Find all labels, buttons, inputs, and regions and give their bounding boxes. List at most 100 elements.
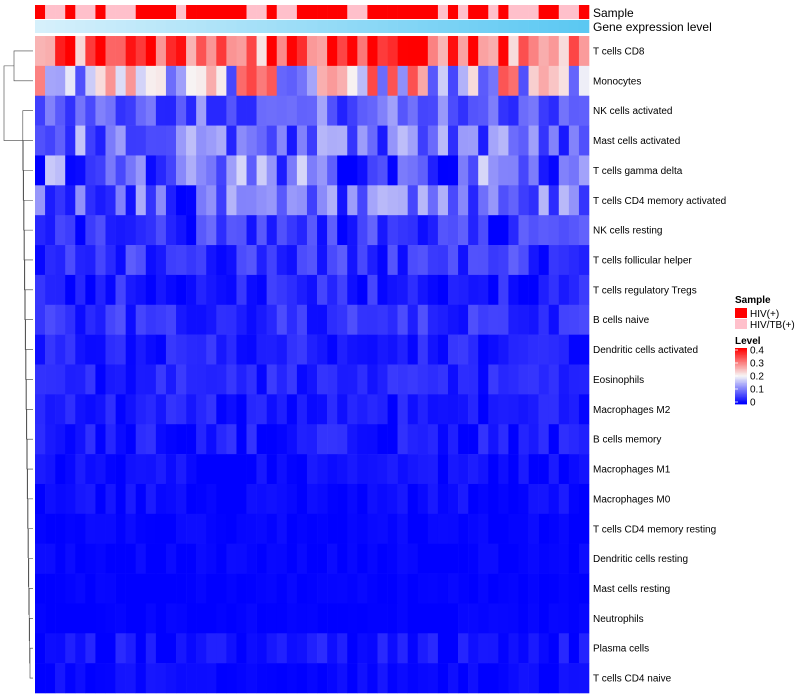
heatmap-cell xyxy=(558,274,570,306)
heatmap-cell xyxy=(296,274,308,306)
dendrogram-link xyxy=(29,647,33,679)
heatmap-cell xyxy=(145,543,157,574)
heatmap-cell xyxy=(447,573,459,604)
heatmap-cell xyxy=(367,424,378,455)
heatmap-cell xyxy=(317,603,328,634)
heatmap-cell xyxy=(508,483,519,515)
heatmap-cell xyxy=(95,364,106,395)
heatmap-cell xyxy=(488,603,499,634)
heatmap-cell xyxy=(478,304,489,335)
heatmap-cell xyxy=(206,245,217,276)
heatmap-cell xyxy=(286,185,298,216)
heatmap-cell xyxy=(347,633,358,664)
heatmap-cell xyxy=(488,245,499,276)
heatmap-cell xyxy=(286,633,298,664)
heatmap-cell xyxy=(85,95,96,126)
gene-expression-cell xyxy=(186,20,197,33)
heatmap-cell xyxy=(115,513,126,544)
heatmap-cell xyxy=(196,633,207,664)
heatmap-cell xyxy=(407,513,419,544)
heatmap-cell xyxy=(236,603,247,634)
heatmap-cell xyxy=(568,603,580,634)
heatmap-cell xyxy=(558,334,570,365)
heatmap-cell xyxy=(508,573,519,604)
heatmap-cell xyxy=(286,543,298,574)
heatmap-cell xyxy=(498,245,509,276)
heatmap-cell xyxy=(337,245,348,276)
sample-annotation-cell xyxy=(165,5,177,19)
heatmap-cell xyxy=(196,543,207,574)
heatmap-cell xyxy=(377,424,388,455)
heatmap-cell xyxy=(85,304,96,335)
heatmap-cell xyxy=(498,274,509,306)
heatmap-cell xyxy=(186,483,197,515)
heatmap-cell xyxy=(45,36,56,67)
heatmap-cell xyxy=(236,424,247,455)
heatmap-cell xyxy=(266,185,278,216)
heatmap-cell xyxy=(337,424,348,455)
heatmap-cell xyxy=(578,155,590,186)
heatmap-cell xyxy=(266,304,278,335)
heatmap-cell xyxy=(357,513,368,544)
level-legend-gradient-step xyxy=(735,350,747,353)
heatmap-cell xyxy=(296,573,308,604)
heatmap-cell xyxy=(176,394,187,425)
heatmap-cell xyxy=(327,36,338,67)
heatmap-cell xyxy=(528,513,539,544)
heatmap-cell xyxy=(236,633,247,664)
heatmap-cell xyxy=(65,125,76,156)
sample-annotation-cell xyxy=(357,5,368,19)
heatmap-cell xyxy=(357,394,368,425)
heatmap-cell xyxy=(165,334,177,365)
sample-annotation-cell xyxy=(216,5,227,19)
heatmap-cell xyxy=(206,394,217,425)
heatmap-cell xyxy=(417,633,429,664)
heatmap-cell xyxy=(206,364,217,395)
heatmap-cell xyxy=(115,633,126,664)
heatmap-cell xyxy=(306,663,318,694)
heatmap-cell xyxy=(337,304,348,335)
heatmap-cell xyxy=(458,215,469,246)
sample-annotation-cell xyxy=(498,5,509,19)
heatmap-cell xyxy=(155,603,167,634)
heatmap-cell xyxy=(155,513,167,544)
heatmap-cell xyxy=(347,663,358,694)
heatmap-cell xyxy=(538,36,550,67)
heatmap-cell xyxy=(347,334,358,365)
heatmap-cell xyxy=(256,543,267,574)
row-label: Dendritic cells resting xyxy=(593,554,688,565)
heatmap-cell xyxy=(115,663,126,694)
heatmap-cell xyxy=(548,125,560,156)
heatmap-cell xyxy=(176,454,187,485)
level-legend-gradient-step xyxy=(735,352,747,354)
heatmap-cell xyxy=(387,185,398,216)
heatmap-cell xyxy=(105,663,116,694)
heatmap-cell xyxy=(186,245,197,276)
gene-expression-cell xyxy=(458,20,469,33)
heatmap-cell xyxy=(518,155,529,186)
heatmap-cell xyxy=(216,454,227,485)
heatmap-cell xyxy=(155,543,167,574)
level-legend-gradient-step xyxy=(735,377,747,380)
heatmap-cell xyxy=(75,424,86,455)
heatmap-cell xyxy=(135,424,147,455)
heatmap-cell xyxy=(216,36,227,67)
heatmap-cell xyxy=(508,334,519,365)
level-legend-tick-label: 0.4 xyxy=(750,346,764,357)
heatmap-cell xyxy=(85,513,96,544)
heatmap-cell xyxy=(276,424,288,455)
heatmap-cell xyxy=(105,185,116,216)
sample-annotation-cell xyxy=(246,5,257,19)
heatmap-cell xyxy=(186,364,197,395)
heatmap-cell xyxy=(538,513,550,544)
heatmap-cell xyxy=(55,513,66,544)
sample-annotation-cell xyxy=(548,5,560,19)
heatmap-cell xyxy=(105,394,116,425)
heatmap-cell xyxy=(347,215,358,246)
heatmap-cell xyxy=(548,304,560,335)
heatmap-cell xyxy=(125,454,137,485)
sample-annotation-cell xyxy=(538,5,550,19)
heatmap-cell xyxy=(387,155,398,186)
heatmap-cell xyxy=(578,513,590,544)
heatmap-cell xyxy=(115,543,126,574)
